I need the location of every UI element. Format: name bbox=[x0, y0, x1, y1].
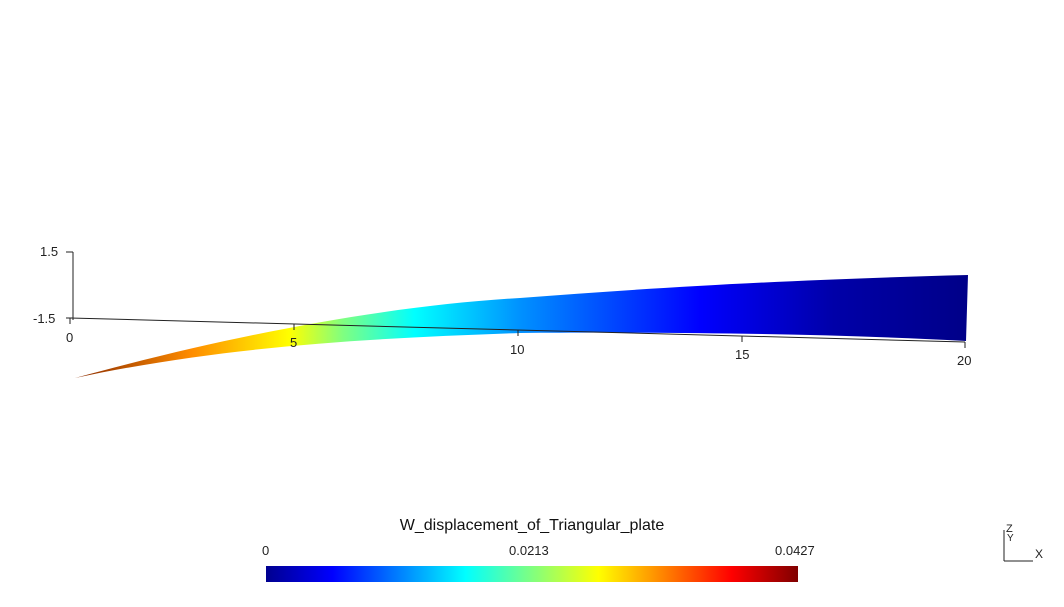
triad-x-label: X bbox=[1035, 547, 1043, 561]
plate-surface bbox=[75, 275, 968, 378]
z-tick-label: -1.5 bbox=[33, 311, 56, 326]
x-tick-label: 10 bbox=[510, 342, 525, 357]
colorbar-mid-label: 0.0213 bbox=[509, 543, 549, 558]
z-tick-label: 1.5 bbox=[40, 244, 59, 259]
colorbar-max-label: 0.0427 bbox=[775, 543, 815, 558]
triad-y-label: Y bbox=[1007, 533, 1014, 544]
triad-z-label: Z bbox=[1006, 523, 1013, 535]
x-tick-label: 5 bbox=[290, 335, 298, 350]
orientation-triad: Z Y X bbox=[1003, 523, 1043, 562]
colorbar-min-label: 0 bbox=[262, 543, 270, 558]
colorbar-title: W_displacement_of_Triangular_plate bbox=[399, 517, 665, 534]
x-tick-label: 15 bbox=[735, 347, 750, 362]
colorbar bbox=[266, 566, 798, 582]
x-tick-label: 0 bbox=[66, 330, 74, 345]
x-tick-label: 20 bbox=[957, 353, 972, 368]
